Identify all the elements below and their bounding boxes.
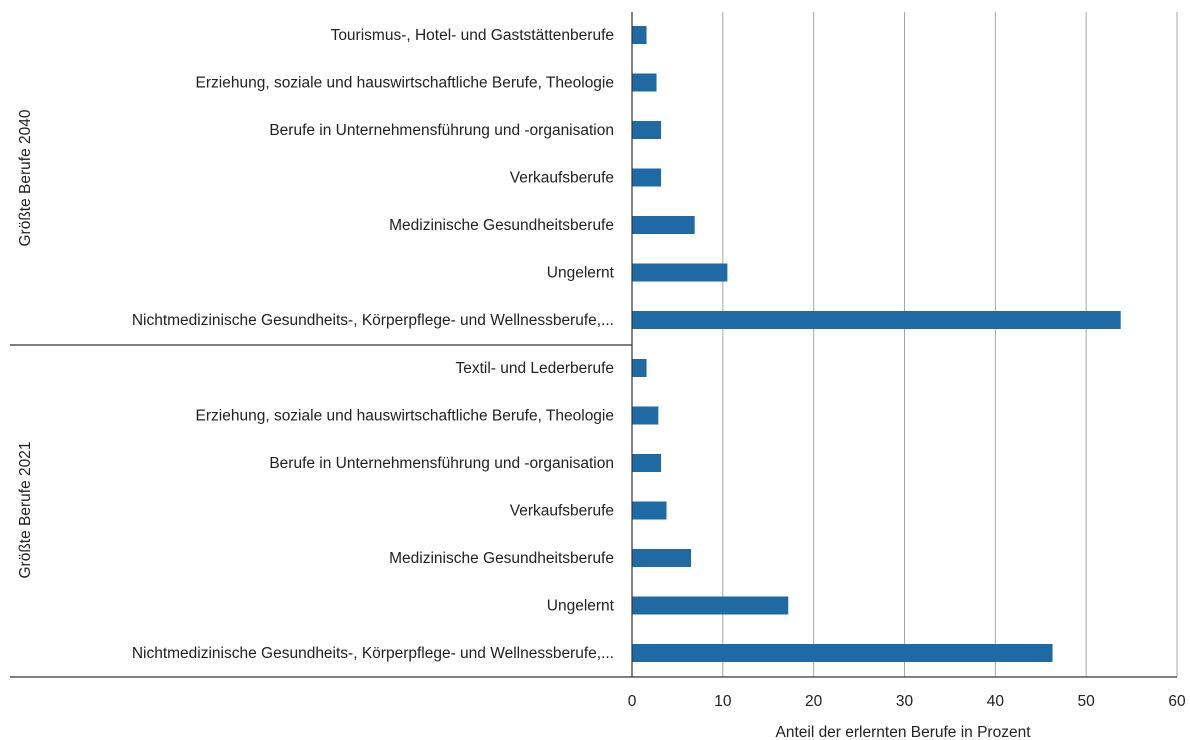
- x-tick-label: 10: [714, 693, 732, 710]
- bar: [632, 73, 657, 92]
- bar: [632, 406, 659, 425]
- bar: [632, 26, 647, 44]
- x-tick-label: 40: [987, 693, 1005, 710]
- bars: [632, 26, 1121, 662]
- bar: [632, 168, 662, 187]
- group-label: Größte Berufe 2021: [17, 442, 34, 579]
- x-tick-labels: 0 10 20 30 40 50 60: [628, 693, 1186, 710]
- bar: [632, 311, 1121, 329]
- category-label: Nichtmedizinische Gesundheits-, Körperpf…: [132, 645, 614, 662]
- category-labels: Tourismus-, Hotel- und Gaststättenberufe…: [132, 27, 615, 662]
- group-label: Größte Berufe 2040: [17, 109, 34, 246]
- category-label: Verkaufsberufe: [510, 503, 614, 520]
- bar: [632, 121, 662, 139]
- axes: [10, 12, 1177, 678]
- x-tick-label: 30: [896, 693, 914, 710]
- bar: [632, 454, 662, 472]
- category-label: Erziehung, soziale und hauswirtschaftlic…: [196, 75, 614, 92]
- x-tick-label: 60: [1168, 693, 1186, 710]
- category-label: Ungelernt: [547, 598, 615, 615]
- category-label: Ungelernt: [547, 265, 615, 282]
- category-label: Erziehung, soziale und hauswirtschaftlic…: [196, 408, 614, 425]
- category-label: Berufe in Unternehmensführung und -organ…: [269, 122, 614, 139]
- category-label: Tourismus-, Hotel- und Gaststättenberufe: [331, 27, 614, 44]
- bar: [632, 501, 667, 520]
- bar: [632, 644, 1053, 662]
- category-label: Medizinische Gesundheitsberufe: [389, 217, 614, 234]
- group-labels: Größte Berufe 2040 Größte Berufe 2021: [17, 109, 34, 578]
- x-axis-title: Anteil der erlernten Berufe in Prozent: [775, 724, 1031, 740]
- x-tick-label: 0: [628, 693, 637, 710]
- x-tick-label: 50: [1078, 693, 1096, 710]
- bar: [632, 359, 647, 377]
- x-tick-label: 20: [805, 693, 823, 710]
- category-label: Berufe in Unternehmensführung und -organ…: [269, 455, 614, 472]
- gridlines: [722, 12, 1178, 677]
- bar: [632, 549, 692, 567]
- category-label: Textil- und Lederberufe: [455, 360, 614, 377]
- category-label: Medizinische Gesundheitsberufe: [389, 550, 614, 567]
- bar: [632, 216, 695, 234]
- category-label: Nichtmedizinische Gesundheits-, Körperpf…: [132, 312, 614, 329]
- bar: [632, 263, 728, 282]
- category-label: Verkaufsberufe: [510, 170, 614, 187]
- bar: [632, 596, 789, 615]
